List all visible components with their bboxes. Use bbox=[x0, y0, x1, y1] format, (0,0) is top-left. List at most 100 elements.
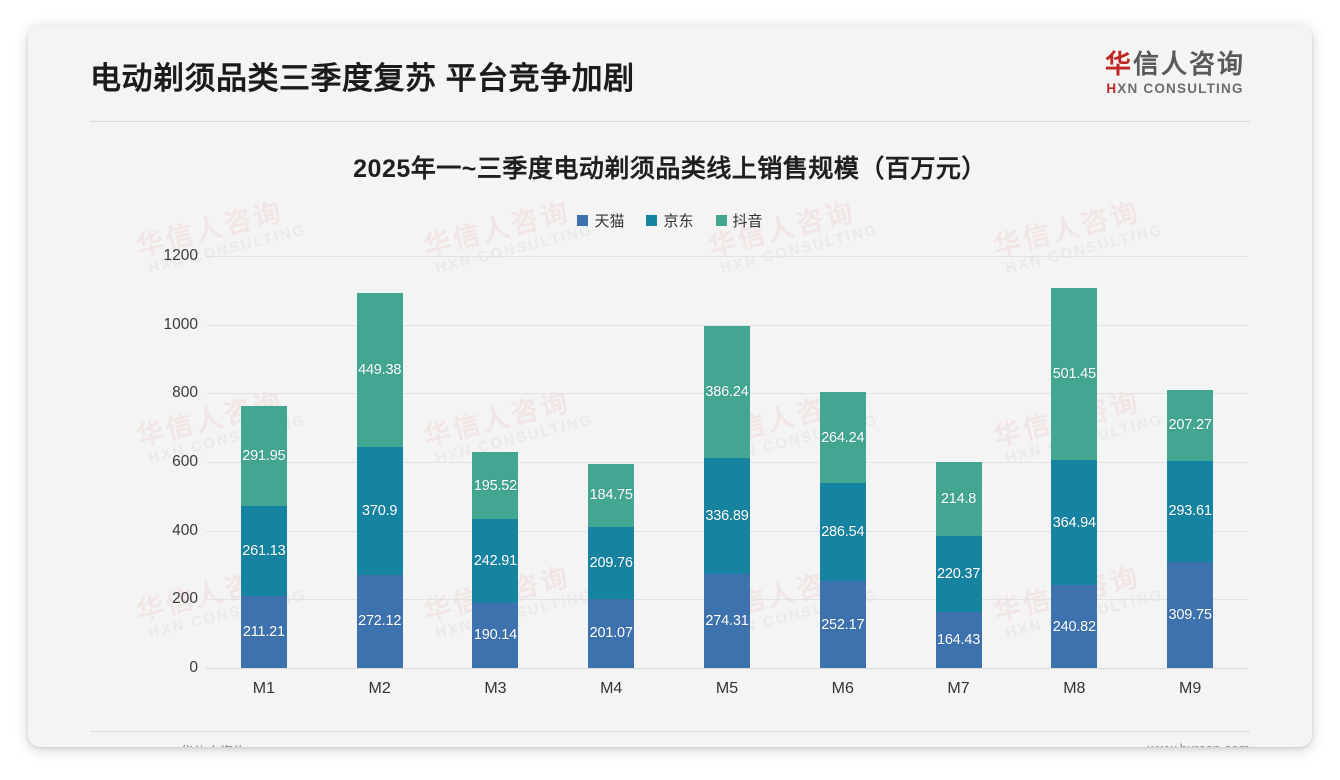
logo-english-rest: XN CONSULTING bbox=[1117, 80, 1244, 96]
y-axis-tick-label: 0 bbox=[189, 659, 198, 676]
bar-stack-M2[interactable]: 272.12 370.9 449.38 bbox=[356, 292, 403, 668]
bar-segment[interactable]: 195.52 bbox=[472, 452, 519, 520]
footer-website[interactable]: www.hxrcon.com bbox=[1148, 741, 1250, 747]
bar-stack-M7[interactable]: 164.43 220.37 214.8 bbox=[935, 462, 982, 668]
bar-value-label: 214.8 bbox=[940, 491, 977, 508]
x-axis-tick-label: M1 bbox=[252, 680, 275, 697]
bar-segment[interactable]: 286.54 bbox=[819, 483, 866, 582]
bar-value-label: 501.45 bbox=[1052, 365, 1096, 382]
x-axis-tick-label: M8 bbox=[1063, 680, 1086, 697]
bar-segment[interactable]: 364.94 bbox=[1051, 460, 1098, 586]
bar-value-label: 274.31 bbox=[705, 612, 749, 629]
bar-value-label: 336.89 bbox=[705, 508, 749, 524]
bar-segment[interactable]: 293.61 bbox=[1167, 460, 1214, 562]
bar-segment[interactable]: 242.91 bbox=[472, 519, 519, 603]
bar-segment[interactable]: 261.13 bbox=[240, 505, 287, 596]
logo-english-text: HXN CONSULTING bbox=[1080, 81, 1270, 96]
legend-swatch-icon bbox=[577, 215, 589, 226]
bar-segment[interactable]: 211.21 bbox=[240, 595, 287, 668]
bar-segment[interactable]: 214.8 bbox=[935, 462, 982, 536]
bar-segment[interactable]: 449.38 bbox=[356, 292, 403, 448]
bar-segment[interactable]: 220.37 bbox=[935, 535, 982, 612]
chart-title: 2025年一~三季度电动剃须品类线上销售规模（百万元） bbox=[353, 155, 987, 183]
bar-value-label: 286.54 bbox=[821, 524, 865, 541]
x-axis-tick-label: M2 bbox=[368, 680, 391, 697]
bar-value-label: 209.76 bbox=[589, 554, 633, 571]
plot-area-wrapper: 0 200 400 600 800 1000 1200 211.21 261.13 291.95 M… bbox=[28, 235, 1312, 715]
y-axis-tick-label: 1200 bbox=[163, 247, 198, 264]
bar-stack-M8[interactable]: 240.82 364.94 501.45 bbox=[1051, 287, 1098, 668]
chart-legend: 天猫 京东 抖音 bbox=[28, 210, 1312, 231]
bar-value-label: 211.21 bbox=[242, 623, 285, 640]
legend-item-京东[interactable]: 京东 bbox=[646, 210, 694, 231]
slide-header: 电动剃须品类三季度复苏 平台竞争加剧 华信人咨询 HXN CONSULTING bbox=[28, 25, 1312, 121]
bar-segment[interactable]: 164.43 bbox=[935, 611, 982, 668]
bar-segment[interactable]: 264.24 bbox=[819, 392, 866, 484]
bar-value-label: 220.37 bbox=[936, 565, 981, 582]
plot-area: 0 200 400 600 800 1000 1200 211.21 261.13 291.95 M… bbox=[164, 247, 1248, 697]
bar-segment[interactable]: 309.75 bbox=[1167, 561, 1214, 668]
bar-value-label: 201.07 bbox=[589, 625, 633, 642]
x-axis-tick-label: M4 bbox=[600, 680, 623, 697]
bar-segment[interactable]: 190.14 bbox=[472, 602, 519, 668]
bar-value-label: 240.82 bbox=[1052, 618, 1096, 635]
header-divider bbox=[90, 121, 1250, 122]
x-axis-tick-label: M5 bbox=[715, 680, 739, 697]
bar-stack-M3[interactable]: 190.14 242.91 195.52 bbox=[472, 452, 519, 668]
gridline bbox=[206, 324, 1248, 326]
bar-segment[interactable]: 370.9 bbox=[356, 447, 403, 575]
bar-segment[interactable]: 274.31 bbox=[704, 573, 750, 668]
bar-value-label: 386.24 bbox=[705, 383, 749, 400]
bar-stack-M6[interactable]: 252.17 286.54 264.24 bbox=[819, 392, 866, 668]
bar-stack-M5[interactable]: 274.31 336.89 386.24 bbox=[704, 325, 750, 668]
legend-swatch-icon bbox=[715, 215, 727, 226]
logo-chinese-text: 华信人咨询 bbox=[1080, 50, 1270, 79]
bar-segment[interactable]: 291.95 bbox=[240, 405, 287, 506]
brand-logo: 华信人咨询 HXN CONSULTING bbox=[1080, 50, 1270, 96]
bar-segment[interactable]: 252.17 bbox=[819, 581, 866, 668]
logo-h-character: H bbox=[1106, 80, 1118, 96]
slide-card: 华信人咨询 HXN CONSULTING 华信人咨询 HXN CONSULTING 华信… bbox=[28, 25, 1312, 747]
bar-value-label: 364.94 bbox=[1052, 514, 1096, 531]
bar-value-label: 449.38 bbox=[358, 362, 402, 379]
legend-label: 天猫 bbox=[594, 213, 625, 230]
legend-label: 抖音 bbox=[732, 213, 763, 230]
bar-segment[interactable]: 336.89 bbox=[704, 458, 750, 574]
x-axis-tick-label: M3 bbox=[484, 680, 507, 697]
y-axis-tick-label: 800 bbox=[172, 384, 198, 402]
y-axis-tick-label: 1000 bbox=[163, 315, 198, 333]
bar-value-label: 195.52 bbox=[473, 477, 518, 494]
bar-value-label: 264.24 bbox=[821, 429, 865, 446]
bar-segment[interactable]: 209.76 bbox=[588, 526, 635, 599]
bar-stack-M9[interactable]: 309.75 293.61 207.27 bbox=[1167, 389, 1214, 668]
bar-segment[interactable]: 386.24 bbox=[704, 325, 750, 459]
bar-stack-M4[interactable]: 201.07 209.76 184.75 bbox=[588, 463, 635, 668]
bar-segment[interactable]: 272.12 bbox=[356, 574, 403, 668]
x-axis-tick-label: M9 bbox=[1178, 680, 1202, 697]
footer-divider bbox=[90, 731, 1250, 732]
bar-segment[interactable]: 201.07 bbox=[588, 598, 635, 668]
legend-item-抖音[interactable]: 抖音 bbox=[715, 210, 763, 231]
bar-value-label: 291.95 bbox=[242, 447, 286, 464]
bar-segment[interactable]: 207.27 bbox=[1167, 389, 1214, 461]
page-title: 电动剃须品类三季度复苏 平台竞争加剧 bbox=[90, 61, 635, 96]
legend-item-天猫[interactable]: 天猫 bbox=[577, 210, 624, 231]
bar-segment[interactable]: 184.75 bbox=[588, 463, 635, 527]
gridline bbox=[206, 256, 1248, 257]
logo-chinese-rest: 信人咨询 bbox=[1133, 49, 1246, 79]
bar-value-label: 370.9 bbox=[362, 502, 398, 519]
x-axis-tick-label: M6 bbox=[831, 680, 854, 697]
bar-value-label: 164.43 bbox=[936, 631, 981, 648]
gridline bbox=[206, 668, 1248, 669]
bar-value-label: 242.91 bbox=[473, 553, 518, 570]
legend-label: 京东 bbox=[663, 213, 694, 230]
footer-copyright: ©2025.11 HXR华信人咨询 bbox=[90, 741, 247, 747]
y-axis-tick-label: 200 bbox=[172, 590, 198, 608]
bar-value-label: 261.13 bbox=[242, 542, 286, 559]
legend-swatch-icon bbox=[646, 215, 658, 226]
bar-segment[interactable]: 240.82 bbox=[1051, 585, 1098, 668]
bar-stack-M1[interactable]: 211.21 261.13 291.95 bbox=[240, 405, 287, 668]
bar-segment[interactable]: 501.45 bbox=[1051, 287, 1098, 461]
bar-value-label: 252.17 bbox=[821, 616, 865, 633]
